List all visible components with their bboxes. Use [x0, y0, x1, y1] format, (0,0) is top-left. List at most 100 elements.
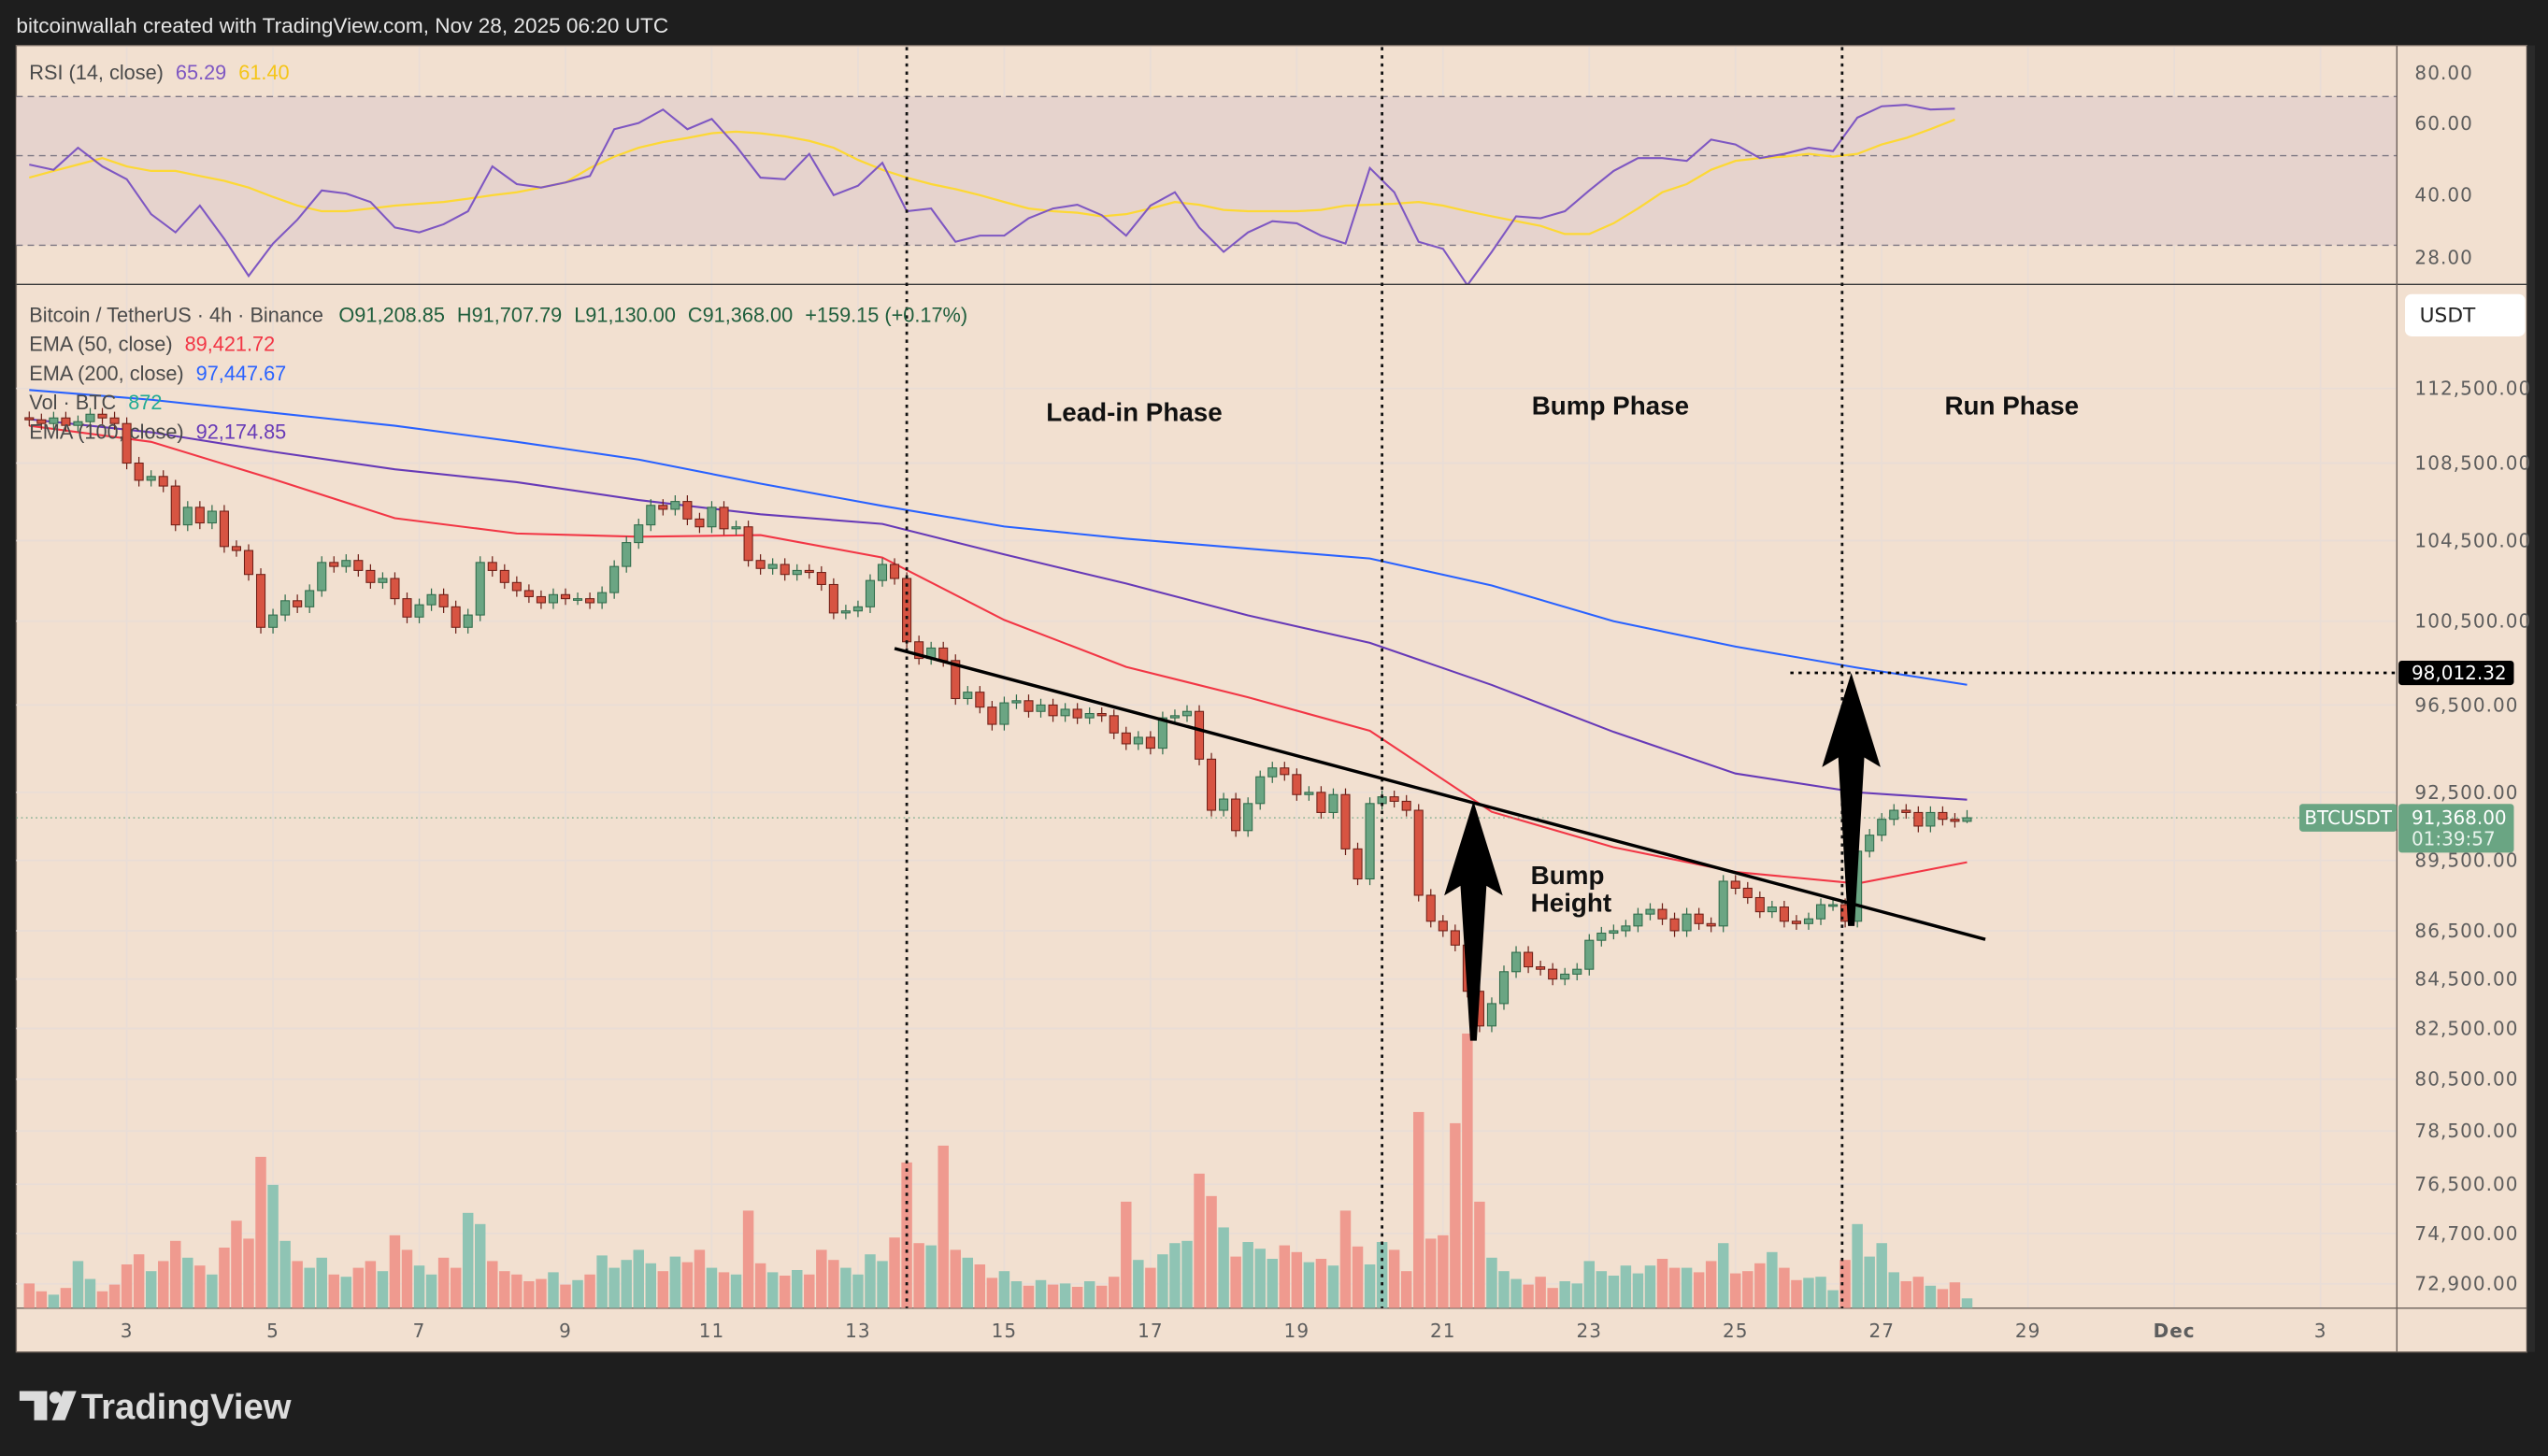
- candle[interactable]: [1609, 924, 1619, 940]
- candle[interactable]: [317, 556, 327, 597]
- currency-button-label[interactable]: USDT: [2420, 304, 2476, 327]
- candle[interactable]: [243, 544, 254, 581]
- price-axis[interactable]: 112,500.00 108,500.00 104,500.00 100,500.00…: [2414, 378, 2531, 1295]
- candle[interactable]: [1536, 960, 1546, 976]
- candle[interactable]: [1877, 813, 1887, 842]
- candle[interactable]: [1694, 907, 1704, 930]
- candle[interactable]: [1072, 703, 1082, 724]
- candle[interactable]: [1572, 963, 1582, 981]
- candle[interactable]: [1231, 792, 1241, 837]
- candle[interactable]: [1754, 891, 1765, 919]
- candle[interactable]: [219, 505, 229, 553]
- candle[interactable]: [682, 495, 693, 525]
- candle[interactable]: [1353, 842, 1363, 886]
- candle[interactable]: [378, 572, 388, 589]
- tradingview-logo[interactable]: TradingView: [19, 1387, 292, 1427]
- ema200-line[interactable]: [29, 389, 1968, 686]
- candle[interactable]: [840, 605, 851, 620]
- candle[interactable]: [182, 501, 193, 532]
- candle[interactable]: [560, 588, 571, 606]
- candle[interactable]: [1621, 920, 1631, 937]
- candle[interactable]: [1925, 806, 1936, 833]
- candle[interactable]: [1145, 731, 1155, 755]
- candle[interactable]: [1084, 707, 1095, 724]
- candle[interactable]: [24, 411, 35, 426]
- candle[interactable]: [536, 590, 546, 609]
- candle[interactable]: [1060, 703, 1070, 722]
- currency-button-bg[interactable]: [2405, 293, 2526, 336]
- candle[interactable]: [1194, 705, 1205, 765]
- symbol-legend[interactable]: Bitcoin / TetherUS · 4h · Binance O91,20…: [29, 303, 967, 326]
- candle[interactable]: [877, 558, 888, 587]
- candle[interactable]: [1219, 792, 1229, 817]
- bump-height-label-line2[interactable]: Height: [1531, 888, 1611, 917]
- candle[interactable]: [1584, 934, 1595, 976]
- candle[interactable]: [97, 407, 107, 424]
- candle[interactable]: [1304, 786, 1314, 801]
- candle[interactable]: [1645, 903, 1655, 921]
- candle[interactable]: [1486, 997, 1497, 1033]
- candle[interactable]: [1560, 967, 1570, 986]
- candle[interactable]: [1657, 903, 1668, 925]
- lead-in-phase-label[interactable]: Lead-in Phase: [1046, 397, 1222, 426]
- candle[interactable]: [1730, 875, 1740, 895]
- candle[interactable]: [694, 512, 705, 534]
- annotations[interactable]: [894, 47, 2398, 1308]
- bump-phase-label[interactable]: Bump Phase: [1532, 391, 1689, 420]
- candle[interactable]: [487, 556, 497, 578]
- candle[interactable]: [365, 564, 376, 589]
- candle[interactable]: [438, 588, 449, 613]
- candle[interactable]: [511, 576, 522, 597]
- bump-height-arrow[interactable]: [1444, 801, 1503, 1041]
- candle[interactable]: [1255, 770, 1266, 810]
- candle[interactable]: [463, 608, 473, 634]
- candle[interactable]: [622, 535, 632, 573]
- candle[interactable]: [670, 495, 680, 516]
- candle[interactable]: [1767, 900, 1777, 919]
- candle[interactable]: [780, 558, 790, 581]
- candle[interactable]: [1292, 768, 1302, 801]
- run-phase-label[interactable]: Run Phase: [1944, 391, 2079, 420]
- rsi-line[interactable]: [29, 104, 1955, 285]
- candle[interactable]: [1718, 875, 1728, 933]
- candle[interactable]: [73, 415, 83, 432]
- candle[interactable]: [1498, 965, 1510, 1010]
- candle[interactable]: [1596, 926, 1607, 947]
- currency-button[interactable]: USDT: [2405, 293, 2526, 336]
- candle[interactable]: [1510, 946, 1522, 978]
- candle[interactable]: [158, 470, 168, 492]
- candle[interactable]: [1413, 804, 1424, 902]
- candle[interactable]: [852, 600, 863, 618]
- bump-height-label-line1[interactable]: Bump: [1531, 861, 1605, 890]
- candle[interactable]: [987, 701, 997, 731]
- candle[interactable]: [1243, 797, 1253, 837]
- candle[interactable]: [1901, 804, 1911, 820]
- candle[interactable]: [1889, 804, 1899, 826]
- candle[interactable]: [585, 592, 595, 609]
- ema50-line[interactable]: [29, 424, 1968, 885]
- candle[interactable]: [1036, 698, 1046, 718]
- candle[interactable]: [1938, 806, 1948, 826]
- candle[interactable]: [280, 594, 291, 621]
- candle[interactable]: [646, 499, 656, 532]
- candle[interactable]: [767, 558, 778, 575]
- candle[interactable]: [523, 584, 534, 604]
- candle[interactable]: [1524, 946, 1534, 974]
- candle[interactable]: [1181, 705, 1193, 722]
- candle[interactable]: [414, 598, 424, 623]
- candle[interactable]: [865, 574, 876, 613]
- candle[interactable]: [755, 554, 766, 575]
- candle[interactable]: [451, 600, 461, 634]
- candle[interactable]: [1425, 889, 1436, 928]
- candle[interactable]: [1669, 912, 1680, 937]
- ema100-line[interactable]: [29, 418, 1968, 801]
- candle[interactable]: [1803, 912, 1814, 930]
- candle[interactable]: [1267, 762, 1278, 783]
- candle[interactable]: [1048, 698, 1058, 722]
- candle[interactable]: [816, 565, 826, 592]
- candle[interactable]: [207, 505, 217, 530]
- candle[interactable]: [1133, 731, 1143, 750]
- candle[interactable]: [170, 479, 180, 532]
- candle[interactable]: [1633, 907, 1643, 933]
